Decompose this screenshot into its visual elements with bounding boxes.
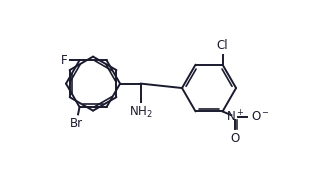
Text: NH$_2$: NH$_2$ bbox=[129, 105, 153, 120]
Text: Br: Br bbox=[70, 117, 83, 130]
Text: O: O bbox=[230, 132, 240, 145]
Text: F: F bbox=[61, 54, 67, 67]
Text: $\mathregular{N^+}$: $\mathregular{N^+}$ bbox=[226, 109, 244, 124]
Text: O$^-$: O$^-$ bbox=[251, 110, 270, 123]
Text: Cl: Cl bbox=[217, 39, 228, 52]
